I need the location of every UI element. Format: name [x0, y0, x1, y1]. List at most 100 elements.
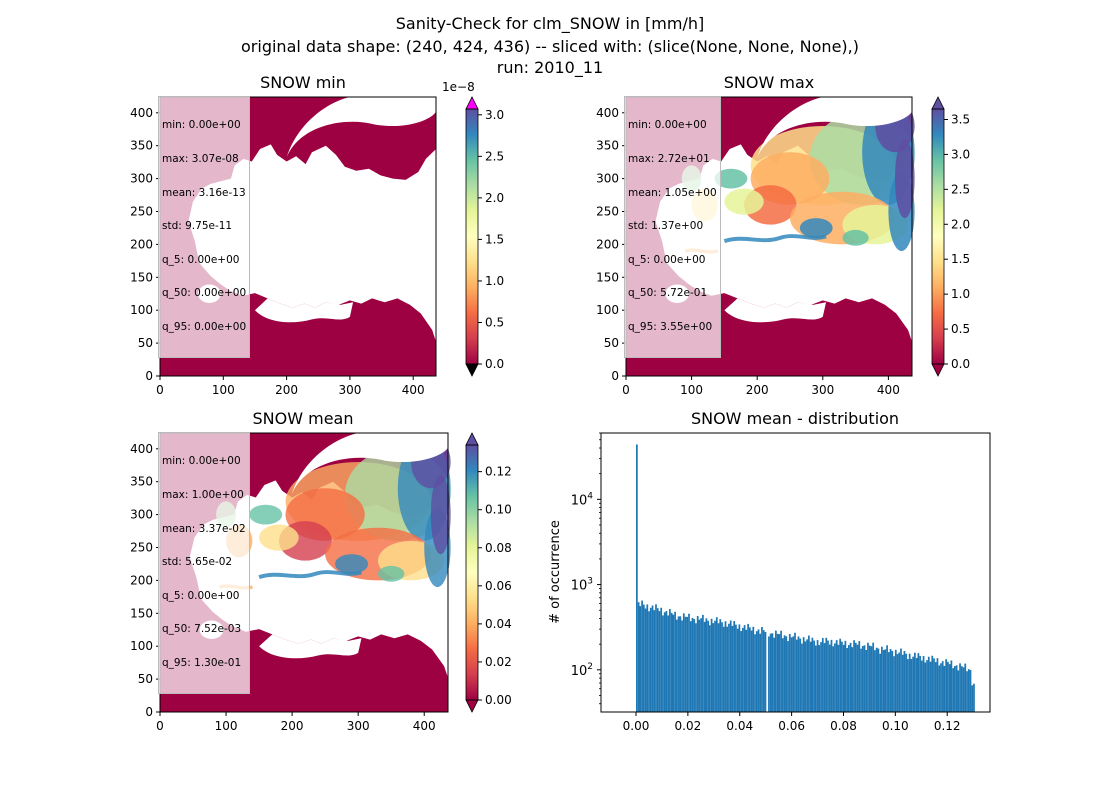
- y-tick-label: 100: [596, 303, 619, 317]
- histogram-bar: [948, 664, 951, 712]
- x-tick-label: 100: [680, 383, 703, 397]
- stat-std: std: 1.37e+00: [628, 220, 704, 233]
- x-tick-label: 0.02: [675, 719, 702, 733]
- histogram-bar: [717, 623, 720, 712]
- histogram-bar: [908, 653, 911, 712]
- histogram-bar: [667, 615, 670, 712]
- y-tick-label: 200: [130, 573, 153, 587]
- histogram-bar: [797, 636, 800, 712]
- colorbar-snow-min: 0.0 0.5 1.0 1.5 2.0 2.5 3.0 1e−8: [442, 80, 504, 377]
- histogram-bar: [917, 653, 920, 712]
- histogram-bar: [801, 643, 803, 712]
- histogram-bar: [691, 617, 694, 712]
- histogram-bar: [776, 633, 779, 712]
- histogram-bar: [762, 630, 765, 712]
- histogram-bar: [861, 646, 864, 712]
- y-tick-label: 250: [130, 540, 153, 554]
- histogram-bar: [724, 621, 727, 712]
- histogram-bar: [665, 611, 668, 712]
- histogram-bar: [914, 652, 916, 712]
- y-tick-label: 400: [130, 442, 153, 456]
- histogram-bar: [702, 614, 704, 712]
- histogram-bar: [663, 612, 666, 712]
- colorbar-extend-min: [465, 363, 479, 377]
- histogram-bar: [783, 635, 786, 712]
- histogram-bar: [771, 633, 774, 712]
- histogram-bar: [686, 616, 689, 712]
- histogram-bar: [821, 638, 824, 712]
- histogram-bar: [741, 627, 744, 712]
- y-tick-label: 100: [130, 639, 153, 653]
- colorbar-extend-max: [465, 96, 479, 110]
- histogram-bar: [823, 643, 826, 712]
- colorbar-tick-label: 2.0: [485, 191, 504, 205]
- histogram-bar: [945, 659, 948, 712]
- stat-q5: q_5: 0.00e+00: [628, 253, 706, 266]
- x-tick-label: 400: [402, 383, 425, 397]
- histogram-bar: [769, 633, 772, 712]
- stat-max: max: 2.72e+01: [628, 153, 710, 166]
- histogram-bar: [835, 640, 838, 712]
- y-tick-label: 400: [596, 106, 619, 120]
- histogram-bar: [938, 665, 941, 712]
- histogram-bar: [960, 666, 963, 712]
- histogram-bar: [886, 645, 888, 712]
- colorbar-tick-label: 1.5: [951, 252, 970, 266]
- histogram-bar: [919, 655, 921, 712]
- histogram-bar: [887, 652, 890, 712]
- histogram-bar: [940, 663, 942, 712]
- histogram-bar: [773, 637, 776, 712]
- stat-q50: q_50: 5.72e-01: [628, 287, 708, 300]
- histogram-bar: [648, 611, 650, 712]
- histogram-bar: [754, 634, 756, 712]
- x-tick-label: 100: [215, 719, 238, 733]
- colorbar-snow-max: 0.0 0.5 1.0 1.5 2.0 2.5 3.0 3.5: [931, 96, 970, 377]
- histogram-bar: [693, 619, 696, 712]
- histogram-bar: [971, 685, 974, 712]
- x-tick-label: 0: [156, 383, 164, 397]
- histogram-bar: [707, 620, 709, 712]
- histogram-bars: [636, 444, 975, 712]
- stat-q50: q_50: 7.52e-03: [162, 623, 242, 636]
- histogram-bar: [736, 628, 739, 712]
- histogram-bar: [966, 671, 968, 712]
- stat-mean: mean: 1.05e+00: [628, 186, 717, 199]
- histogram-bar: [728, 623, 730, 712]
- y-tick-label: 250: [130, 204, 153, 218]
- histogram-bar: [868, 645, 871, 712]
- histogram-bar: [644, 608, 647, 712]
- histogram-bar: [808, 635, 810, 712]
- colorbar-extend-min: [931, 363, 945, 377]
- y-tick-label: 0: [145, 369, 153, 383]
- stat-q95: q_95: 3.55e+00: [628, 321, 713, 334]
- panel-title: SNOW max: [724, 73, 814, 92]
- panel-distribution: SNOW mean - distribution # of occurrence…: [548, 409, 991, 733]
- histogram-bar: [830, 639, 833, 712]
- histogram-bar: [712, 623, 715, 712]
- histogram-bar: [636, 444, 638, 712]
- histogram-bar: [967, 669, 970, 712]
- y-tick-label: 400: [130, 106, 153, 120]
- histogram-bar: [950, 660, 953, 712]
- histogram-bar: [860, 648, 862, 712]
- map-axes: 0 100 200 300 400 0 50 100 150 200 250 300 350 400: [130, 96, 437, 397]
- histogram-bar: [943, 665, 946, 712]
- histogram-bar: [877, 648, 880, 712]
- stat-q5: q_5: 0.00e+00: [162, 253, 240, 266]
- x-tick-label: 200: [275, 383, 298, 397]
- colorbar-tick-label: 0.5: [485, 315, 504, 329]
- x-tick-label: 200: [281, 719, 304, 733]
- stat-min: min: 0.00e+00: [628, 119, 707, 132]
- y-tick-label: 150: [130, 270, 153, 284]
- x-tick-label: 0.10: [882, 719, 909, 733]
- colorbar-tick-label: 0.06: [485, 579, 512, 593]
- colorbar-extend-max: [931, 96, 945, 110]
- histogram-bar: [795, 639, 798, 712]
- histogram-bar: [879, 653, 882, 712]
- x-tick-label: 400: [877, 383, 900, 397]
- y-tick-label: 350: [130, 139, 153, 153]
- histogram-bar: [802, 637, 805, 712]
- histogram-bar: [688, 613, 690, 712]
- histogram-bar: [851, 647, 854, 712]
